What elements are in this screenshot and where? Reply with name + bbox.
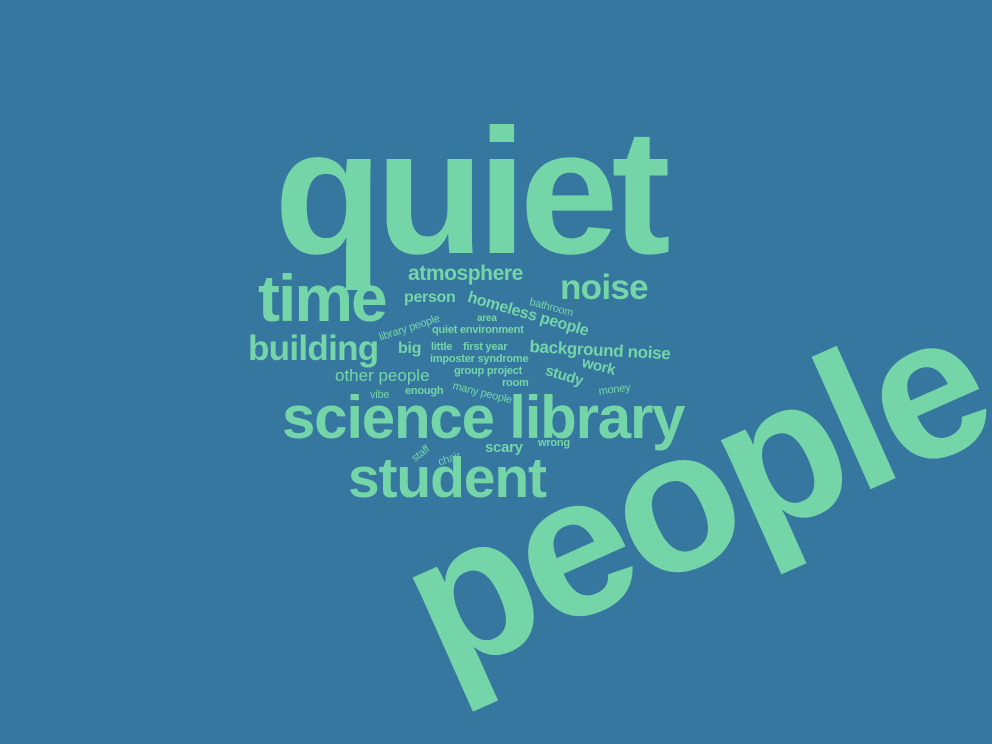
word-science-library: science library: [282, 384, 685, 451]
word-little: little: [431, 341, 453, 353]
word-scary: scary: [485, 439, 523, 456]
word-wrong: wrong: [538, 437, 570, 449]
word-person: person: [404, 289, 456, 306]
word-vibe: vibe: [370, 389, 390, 401]
word-student: student: [348, 446, 547, 510]
word-imposter-syndrome: imposter syndrome: [430, 353, 529, 365]
word-big: big: [398, 340, 422, 357]
word-first-year: first year: [463, 341, 508, 353]
word-atmosphere: atmosphere: [408, 262, 523, 285]
word-area: area: [477, 313, 497, 324]
word-time: time: [258, 261, 388, 335]
word-quiet-environment: quiet environment: [432, 324, 524, 336]
word-quiet: quiet: [274, 92, 671, 291]
word-room: room: [502, 377, 529, 389]
word-building: building: [248, 329, 379, 368]
word-other-people: other people: [335, 366, 430, 385]
word-group-project: group project: [454, 365, 523, 377]
word-noise: noise: [560, 268, 649, 307]
word-enough: enough: [405, 385, 444, 397]
